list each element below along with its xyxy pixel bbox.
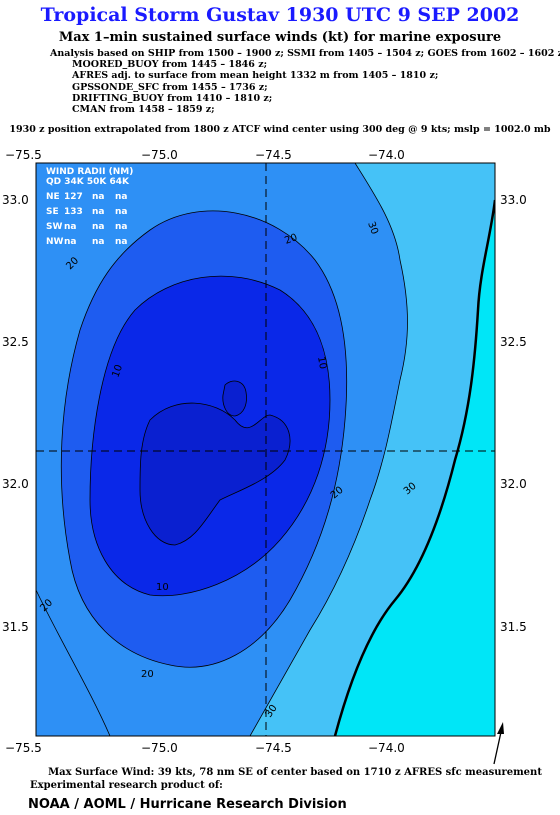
lon-axis-top: −75.5 −75.0 −74.5 −74.0 xyxy=(5,148,405,162)
zone-core-spot xyxy=(222,380,247,416)
contour-label: 20 xyxy=(283,232,299,247)
lon-tick-label: −75.5 xyxy=(5,148,42,162)
position-note: 1930 z position extrapolated from 1800 z… xyxy=(9,124,551,135)
wind-radii-50k: na xyxy=(92,237,104,247)
lat-axis-left: 33.0 32.5 32.0 31.5 xyxy=(2,193,29,634)
map-title: Tropical Storm Gustav 1930 UTC 9 SEP 200… xyxy=(40,4,520,26)
wind-radii-64k: na xyxy=(115,222,127,232)
wind-radii-64k: na xyxy=(115,207,127,217)
wind-radii-row: NE 127 na na xyxy=(46,192,127,202)
lon-tick-label: −75.0 xyxy=(141,741,178,755)
lon-tick-label: −75.5 xyxy=(5,741,42,755)
lat-tick-label: 32.5 xyxy=(2,335,29,349)
wind-radii-50k: na xyxy=(92,192,104,202)
wind-radii-quadrant: NW xyxy=(46,237,64,247)
lon-tick-label: −74.0 xyxy=(368,148,405,162)
contour-label: 10 xyxy=(156,582,169,593)
analysis-line: Analysis based on SHIP from 1500 – 1900 … xyxy=(50,48,560,59)
coastline xyxy=(333,199,495,736)
wind-radii-header: WIND RADII (NM) xyxy=(46,167,133,177)
wind-contour-field xyxy=(36,163,495,736)
wind-radii-table: WIND RADII (NM) QD 34K 50K 64K NE 127 na… xyxy=(46,167,133,247)
lon-tick-label: −74.0 xyxy=(368,741,405,755)
contour-line xyxy=(60,210,348,668)
analysis-line: DRIFTING_BUOY from 1410 – 1810 z; xyxy=(72,92,273,104)
analysis-line: AFRES adj. to surface from mean height 1… xyxy=(72,70,439,82)
contour-label: 20 xyxy=(141,669,154,680)
max-wind-note: Max Surface Wind: 39 kts, 78 nm SE of ce… xyxy=(48,767,542,778)
wind-radii-34k: 127 xyxy=(64,192,83,202)
contour-label: 30 xyxy=(365,220,380,236)
wind-radii-quadrant: NE xyxy=(46,192,60,202)
wind-radii-50k: na xyxy=(92,222,104,232)
product-note: Experimental research product of: xyxy=(30,780,223,791)
zone-core-minimum xyxy=(140,403,290,545)
lon-tick-label: −75.0 xyxy=(141,148,178,162)
plot-border xyxy=(35,162,496,737)
lat-tick-label: 33.0 xyxy=(2,193,29,207)
wind-radii-quadrant: SW xyxy=(46,222,62,232)
lat-tick-label: 32.0 xyxy=(500,477,527,491)
analysis-line: GPSSONDE_SFC from 1455 – 1736 z; xyxy=(72,81,268,93)
wind-radii-34k: 133 xyxy=(64,207,83,217)
lat-tick-label: 33.0 xyxy=(500,193,527,207)
analysis-sources: Analysis based on SHIP from 1500 – 1900 … xyxy=(50,48,560,115)
lat-tick-label: 31.5 xyxy=(2,620,29,634)
wind-radii-row: SE 133 na na xyxy=(46,207,127,217)
lon-tick-label: −74.5 xyxy=(255,148,292,162)
wind-radii-50k: na xyxy=(92,207,104,217)
north-arrow-icon xyxy=(493,722,504,765)
organization-name: NOAA / AOML / Hurricane Research Divisio… xyxy=(28,797,347,812)
lon-tick-label: −74.5 xyxy=(255,741,292,755)
contour-line xyxy=(222,380,247,417)
wind-radii-34k: na xyxy=(64,237,76,247)
analysis-line: MOORED_BUOY from 1445 – 1846 z; xyxy=(72,59,268,71)
contour-label: 10 xyxy=(315,356,328,370)
wind-radii-34k: na xyxy=(64,222,76,232)
analysis-line: CMAN from 1458 – 1859 z; xyxy=(72,103,215,115)
lat-tick-label: 31.5 xyxy=(500,620,527,634)
wind-radii-64k: na xyxy=(115,192,127,202)
lat-axis-right: 33.0 32.5 32.0 31.5 xyxy=(500,193,527,634)
contour-line xyxy=(139,402,291,546)
wind-radii-row: SW na na na xyxy=(46,222,127,232)
contour-line xyxy=(249,163,408,736)
wind-radii-quadrant: SE xyxy=(46,207,59,217)
wind-radii-64k: na xyxy=(115,237,127,247)
lat-tick-label: 32.5 xyxy=(500,335,527,349)
map-subtitle: Max 1–min sustained surface winds (kt) f… xyxy=(58,30,502,45)
contour-label: 10 xyxy=(110,363,125,379)
lon-axis-bottom: −75.5 −75.0 −74.5 −74.0 xyxy=(5,741,405,755)
wind-radii-header: QD 34K 50K 64K xyxy=(46,177,130,187)
contour-line xyxy=(89,275,331,597)
zone-40-plus xyxy=(335,200,495,736)
wind-radii-row: NW na na na xyxy=(46,237,127,247)
contour-line xyxy=(36,589,111,736)
lat-tick-label: 32.0 xyxy=(2,477,29,491)
